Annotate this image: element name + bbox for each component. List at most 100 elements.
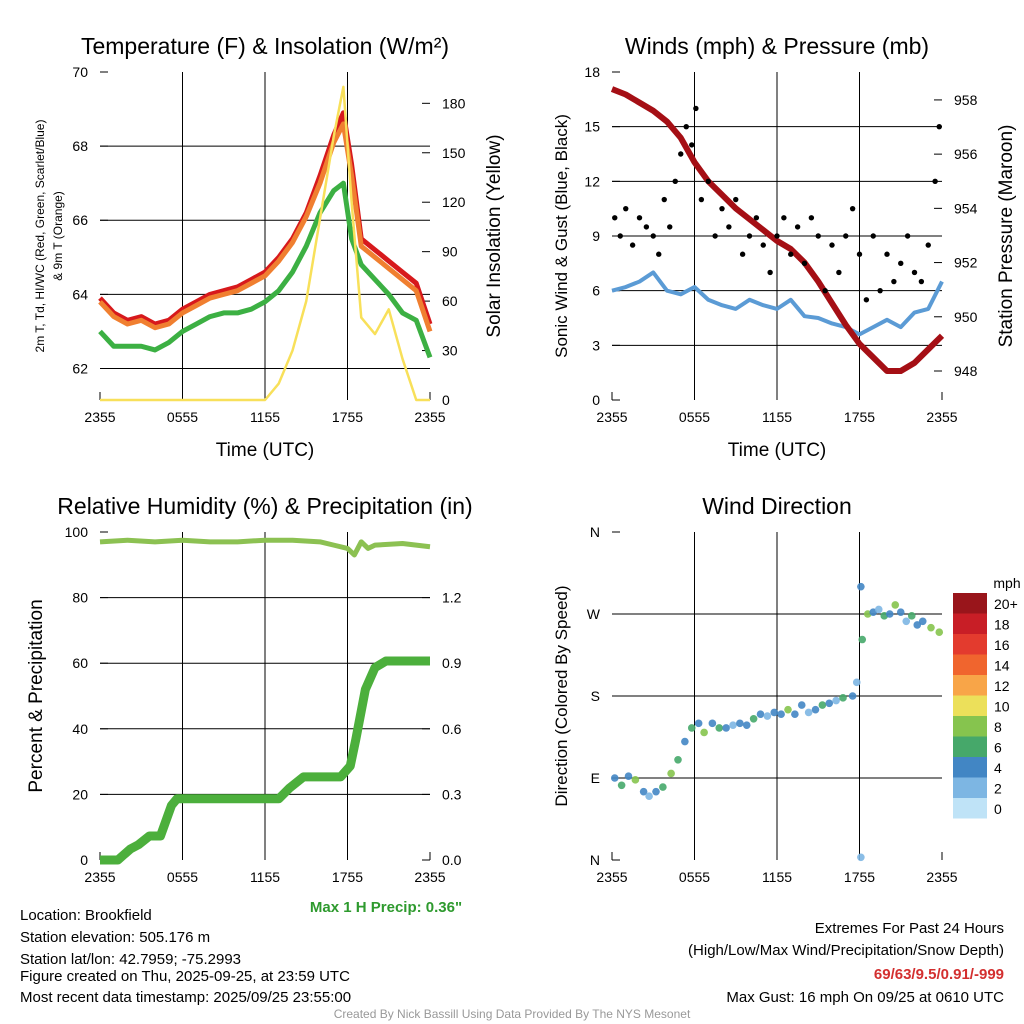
- colorbar-swatch: [953, 675, 987, 696]
- x-tick-label: 1755: [844, 869, 875, 885]
- y-tick-label: 70: [72, 64, 88, 80]
- direction-point: [674, 755, 682, 764]
- direction-point: [624, 772, 633, 780]
- gust-point: [877, 287, 883, 294]
- colorbar-label: mph: [993, 575, 1020, 591]
- extremes-subtitle: (High/Low/Max Wind/Precipitation/Snow De…: [688, 942, 1004, 959]
- x-tick-label: 2355: [596, 869, 627, 885]
- series-line-sonic-wind: [611, 270, 944, 337]
- gust-point: [617, 233, 623, 239]
- direction-point: [852, 678, 861, 687]
- elevation-text: Station elevation: 505.176 m: [20, 929, 211, 946]
- y-right-tick-label: 90: [442, 244, 458, 260]
- y-axis-label: Percent & Precipitation: [26, 599, 47, 792]
- x-tick-label: 1755: [844, 409, 875, 425]
- colorbar-tick-label: 4: [994, 760, 1002, 776]
- direction-point: [645, 792, 653, 801]
- direction-point: [885, 610, 894, 618]
- gust-point: [746, 233, 753, 239]
- gust-point: [650, 233, 656, 239]
- direction-point: [777, 710, 785, 719]
- gust-point: [693, 105, 699, 112]
- direction-point: [749, 714, 758, 723]
- colorbar-tick-label: 20+: [994, 596, 1018, 612]
- gust-point: [884, 251, 890, 257]
- y-tick-label: 0: [592, 392, 600, 408]
- direction-point: [784, 705, 792, 714]
- direction-point: [756, 710, 765, 719]
- gust-point: [712, 233, 718, 239]
- x-tick-label: 1155: [250, 869, 280, 885]
- y-right-tick-label: 30: [442, 343, 458, 359]
- colorbar-tick-label: 6: [994, 740, 1002, 756]
- gust-point: [870, 233, 876, 239]
- gust-point: [808, 215, 815, 221]
- direction-point: [839, 694, 847, 702]
- y-tick-label: 15: [584, 119, 600, 135]
- direction-point: [763, 712, 772, 720]
- y-axis-label: Sonic Wind & Gust (Blue, Black): [552, 114, 571, 358]
- direction-point: [617, 781, 626, 790]
- y-tick-label: 3: [592, 337, 600, 353]
- direction-point: [687, 724, 696, 732]
- x-tick-label: 1755: [332, 869, 363, 885]
- gust-point: [898, 260, 904, 267]
- direction-point: [722, 724, 730, 732]
- direction-point: [804, 708, 813, 717]
- direction-point: [659, 783, 667, 791]
- y-right-tick-label: 0.3: [442, 786, 462, 802]
- y-tick-label: 66: [72, 212, 88, 228]
- direction-point: [891, 601, 900, 609]
- chart-title: Temperature (F) & Insolation (W/m²): [81, 33, 449, 59]
- x-tick-label: 2355: [596, 409, 627, 425]
- gust-point: [623, 205, 629, 212]
- colorbar-swatch: [953, 613, 987, 634]
- direction-point: [874, 605, 883, 614]
- x-tick-label: 0555: [167, 869, 198, 885]
- direction-point: [818, 701, 827, 709]
- gust-point: [829, 242, 835, 248]
- x-tick-label: 2355: [84, 409, 115, 425]
- latlon-text: Station lat/lon: 42.7959; -75.2993: [20, 951, 242, 968]
- x-tick-label: 2355: [414, 869, 445, 885]
- direction-point: [742, 721, 751, 729]
- gust-point: [753, 215, 760, 221]
- max-gust-text: Max Gust: 16 mph On 09/25 at 0610 UTC: [726, 989, 1004, 1006]
- y-right-tick-label: 0.0: [442, 852, 462, 868]
- y-tick-label: 40: [72, 721, 88, 737]
- gust-point: [781, 215, 787, 221]
- y-right-axis-label: Station Pressure (Maroon): [996, 125, 1017, 348]
- y-tick-label: W: [587, 606, 601, 622]
- series-line-2m-t: [98, 110, 433, 327]
- y-right-tick-label: 0: [442, 392, 450, 408]
- direction-point: [797, 701, 806, 709]
- y-tick-label: 60: [72, 655, 88, 671]
- gust-point: [739, 251, 746, 257]
- series-line-9m-t: [98, 121, 433, 333]
- x-tick-label: 1755: [332, 409, 363, 425]
- x-tick-label: 1155: [762, 869, 792, 885]
- direction-point: [811, 705, 820, 714]
- gust-point: [904, 233, 911, 239]
- y-axis-label: Direction (Colored By Speed): [552, 585, 571, 806]
- y-tick-label: 9: [592, 228, 600, 244]
- location-text: Location: Brookfield: [20, 907, 152, 924]
- gust-point: [936, 123, 942, 130]
- direction-point: [927, 623, 935, 632]
- gust-point: [801, 260, 808, 267]
- gust-point: [849, 205, 856, 212]
- series-line-precip: [100, 656, 430, 865]
- x-tick-label: 0555: [679, 409, 710, 425]
- y-tick-label: 64: [72, 286, 88, 302]
- direction-point: [907, 612, 916, 620]
- y-right-tick-label: 60: [442, 293, 458, 309]
- gust-point: [911, 269, 918, 276]
- gust-point: [672, 178, 678, 185]
- direction-point: [902, 617, 911, 626]
- colorbar-swatch: [953, 634, 987, 655]
- direction-point: [770, 708, 779, 717]
- direction-point: [791, 710, 799, 719]
- direction-point: [715, 724, 724, 732]
- gust-point: [891, 278, 897, 285]
